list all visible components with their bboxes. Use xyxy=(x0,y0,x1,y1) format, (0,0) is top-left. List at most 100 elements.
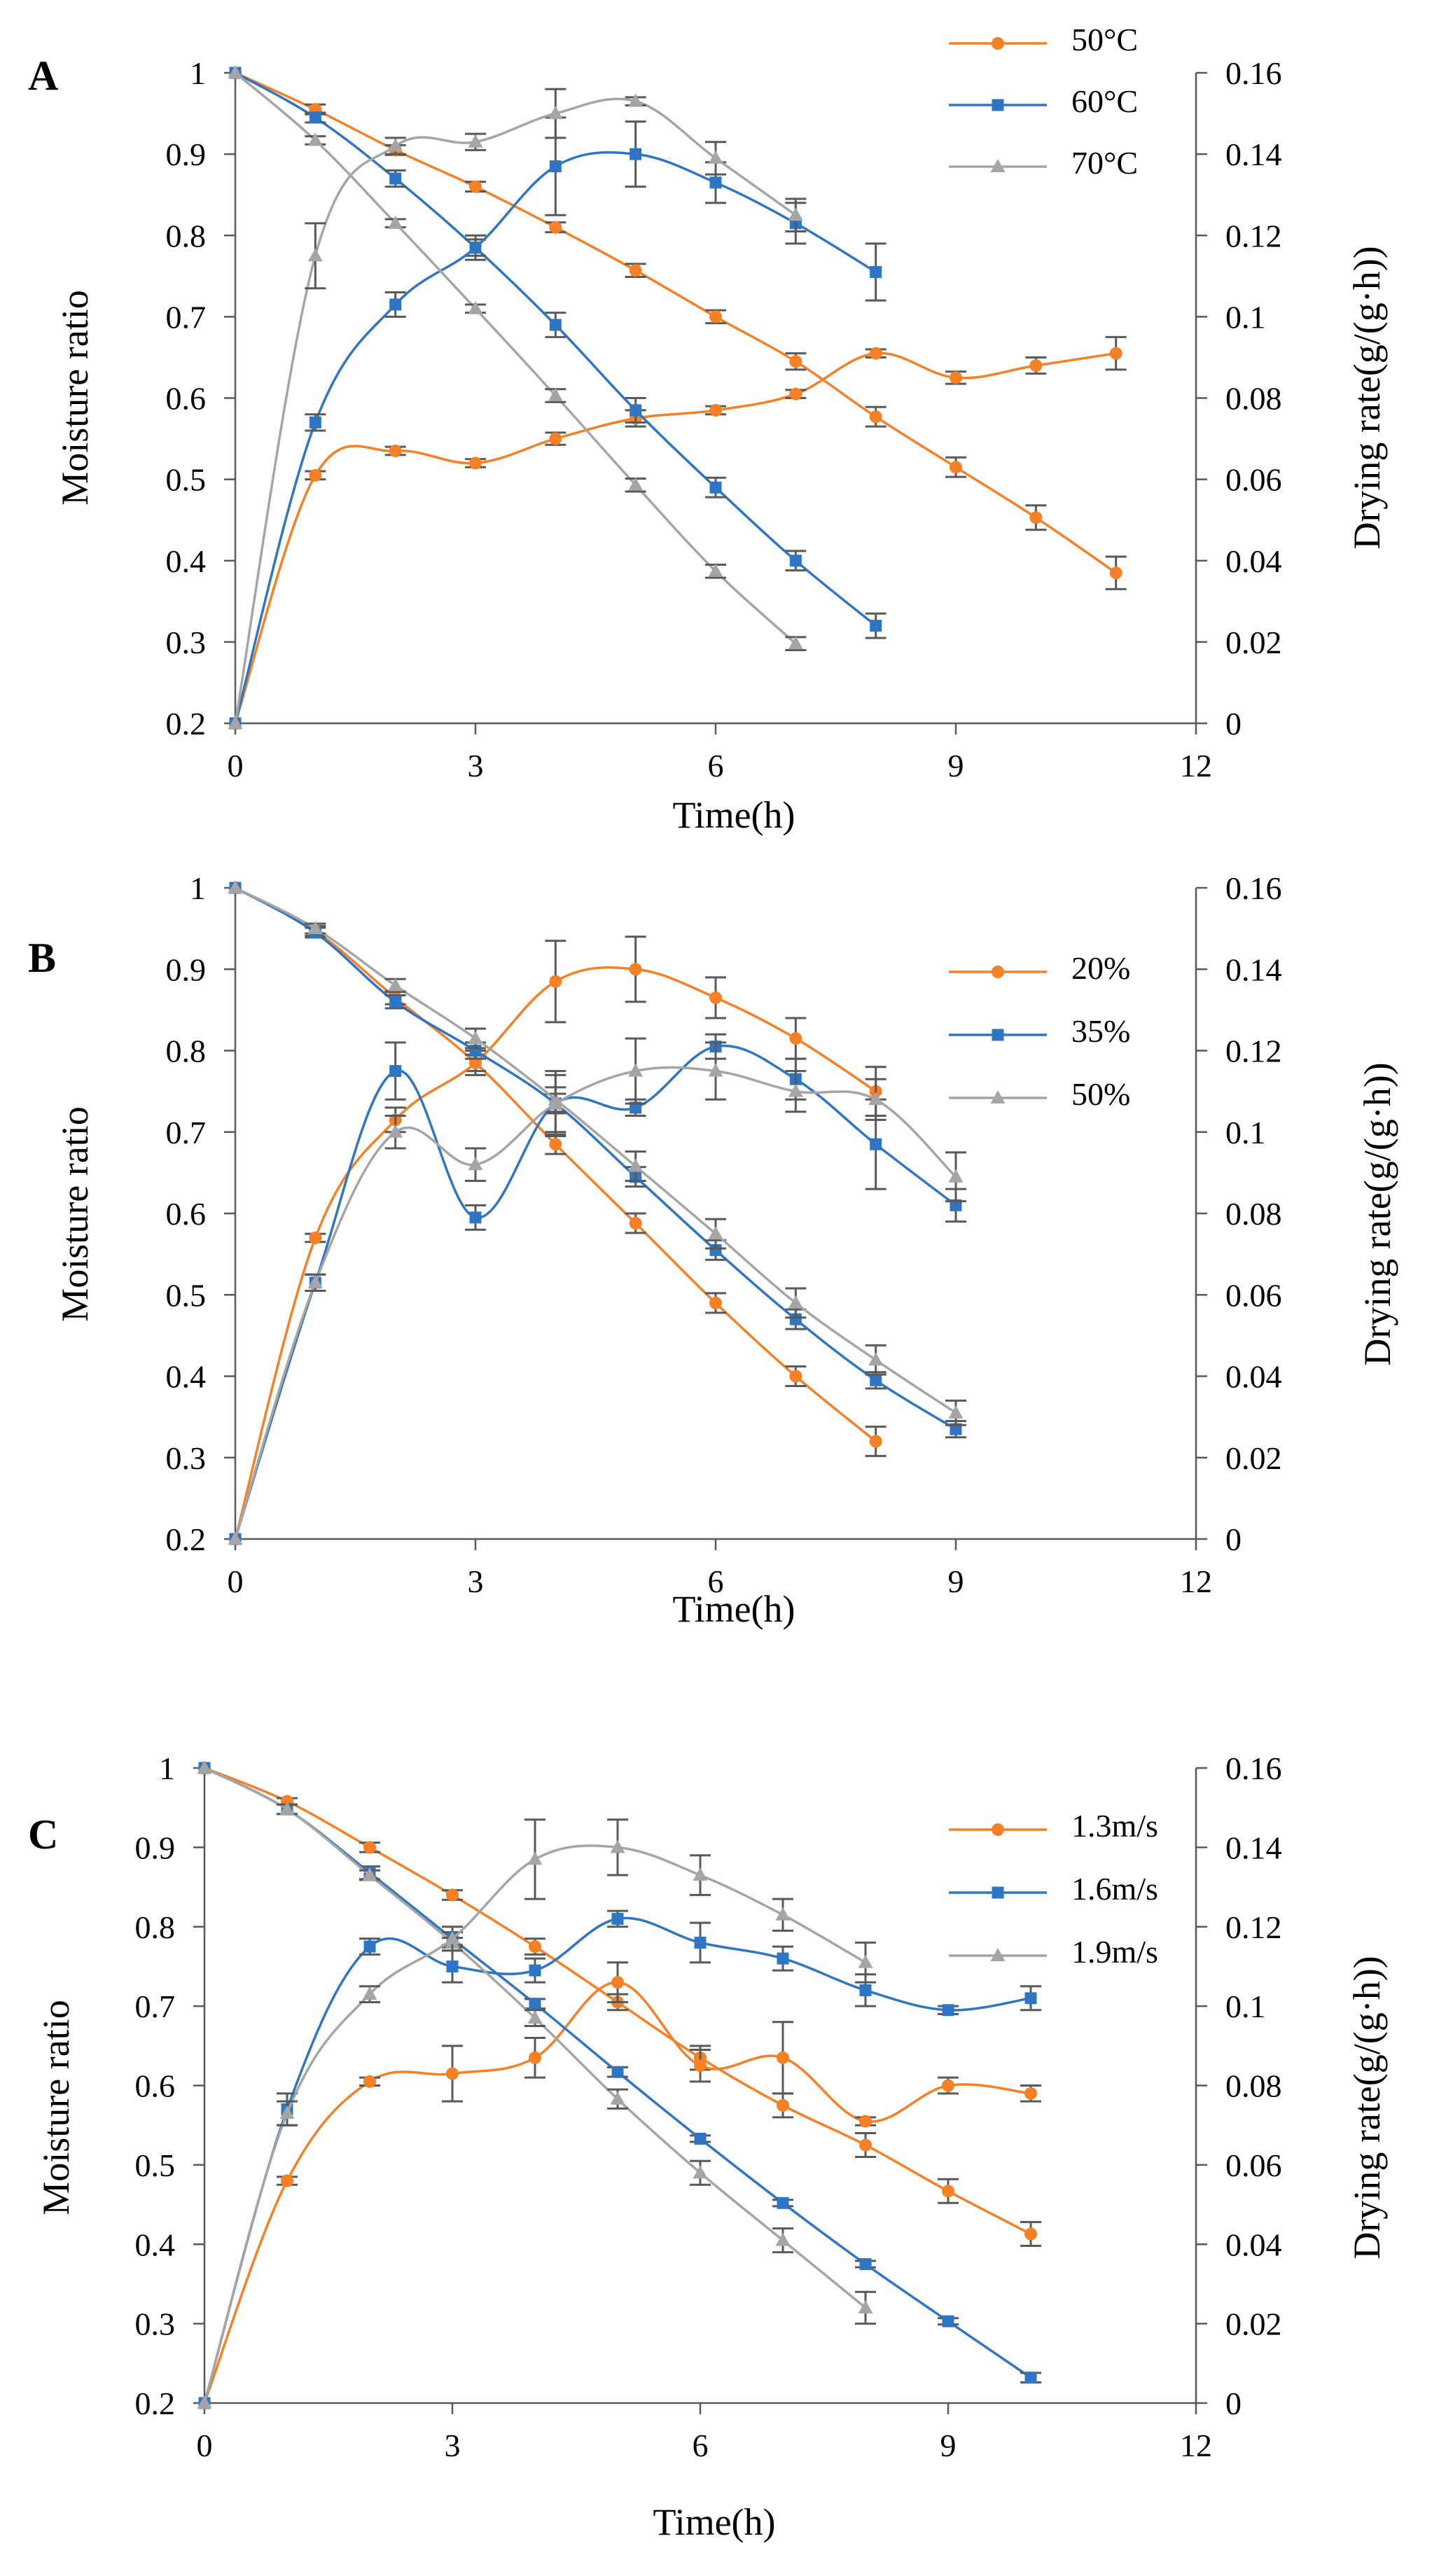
moisture-ratio-point xyxy=(775,2232,791,2246)
drying-rate-point xyxy=(629,963,642,976)
legend-entry-1-3ms: 1.3m/s xyxy=(1071,1808,1158,1844)
drying-rate-point xyxy=(1109,347,1122,360)
panel-c-y2-axis-title: Drying rate(g/(g·h)) xyxy=(1346,1956,1388,2259)
legend-label-1-3ms: 1.3m/s xyxy=(1071,1808,1158,1844)
drying-rate-point xyxy=(388,1124,403,1138)
y2-tick-label: 0.08 xyxy=(1225,1196,1282,1232)
y2-tick-label: 0.06 xyxy=(1225,462,1282,498)
x-tick-label: 0 xyxy=(197,2428,213,2463)
series-3 xyxy=(228,880,966,1545)
panel-a-y-axis-title: Moisture ratio xyxy=(54,290,96,505)
legend-entry-35pct: 35% xyxy=(1071,1013,1130,1049)
x-tick-label: 12 xyxy=(1180,2428,1212,2463)
y-tick-label: 1 xyxy=(159,1750,175,1786)
legend-swatch xyxy=(949,159,1047,172)
drying-rate-point xyxy=(445,1930,460,1944)
panel-b-x-axis-title: Time(h) xyxy=(672,1588,795,1630)
moisture-ratio-point xyxy=(869,1435,882,1448)
moisture-ratio-point xyxy=(628,477,644,491)
moisture-ratio-point xyxy=(869,410,882,424)
moisture-ratio-point xyxy=(942,2315,954,2327)
panel-a-legend: 50°C 60°C 70°C xyxy=(1071,22,1138,181)
moisture-ratio-point xyxy=(468,1031,483,1045)
moisture-ratio-point xyxy=(469,180,482,193)
moisture-ratio-line xyxy=(234,71,797,645)
panel-b: B Moisture ratio Drying rate(g/(g·h)) Ti… xyxy=(28,870,1398,1630)
x-tick-label: 9 xyxy=(948,1564,964,1599)
moisture-ratio-point xyxy=(708,1226,723,1240)
moisture-ratio-point xyxy=(611,2066,624,2078)
drying-rate-line xyxy=(203,1981,1031,2404)
legend-swatch xyxy=(949,1823,1047,1836)
panel-b-y-axis-title: Moisture ratio xyxy=(54,1106,96,1321)
x-tick-label: 9 xyxy=(940,2428,957,2463)
legend-label-70c: 70°C xyxy=(1071,145,1138,181)
moisture-ratio-point xyxy=(228,65,243,78)
legend-label-60c: 60°C xyxy=(1071,83,1138,119)
moisture-ratio-point xyxy=(527,2010,543,2024)
x-tick-label: 0 xyxy=(228,1564,244,1599)
panel-c: C Moisture ratio Drying rate(g/(g·h)) Ti… xyxy=(28,1750,1388,2543)
x-tick-label: 3 xyxy=(468,1564,484,1599)
moisture-ratio-point xyxy=(610,2091,625,2105)
drying-rate-point xyxy=(228,1531,243,1545)
moisture-ratio-point xyxy=(777,2196,789,2209)
moisture-ratio-point xyxy=(1024,2372,1037,2384)
legend-entry-1-9ms: 1.9m/s xyxy=(1071,1934,1158,1970)
y-tick-label: 0.6 xyxy=(135,2068,176,2104)
drying-rate-point xyxy=(777,1952,789,1965)
moisture-ratio-line xyxy=(235,886,957,1414)
drying-rate-point xyxy=(789,1032,802,1045)
panel-a: A Moisture ratio Drying rate(g/(g·h)) Ti… xyxy=(28,22,1388,836)
y2-tick-label: 0.02 xyxy=(1225,625,1282,660)
legend-entry-1-6ms: 1.6m/s xyxy=(1071,1871,1158,1907)
drying-rate-point xyxy=(868,1092,884,1106)
drying-rate-point xyxy=(363,1940,376,1953)
drying-rate-point xyxy=(468,134,483,148)
drying-rate-point xyxy=(870,1138,882,1150)
x-tick-label: 0 xyxy=(228,748,244,784)
x-tick-label: 6 xyxy=(693,2428,709,2463)
drying-rate-point xyxy=(309,468,322,482)
drying-rate-point xyxy=(942,2079,954,2092)
legend-label-35pct: 35% xyxy=(1071,1013,1130,1049)
y-tick-label: 0.3 xyxy=(166,1440,207,1476)
y-tick-label: 0.8 xyxy=(166,1033,207,1069)
drying-rate-point xyxy=(709,991,722,1004)
moisture-ratio-point xyxy=(777,2098,789,2112)
moisture-ratio-point xyxy=(709,1296,722,1309)
y-tick-label: 0.9 xyxy=(135,1830,176,1865)
moisture-ratio-point xyxy=(630,404,642,417)
panel-c-y-axis-title: Moisture ratio xyxy=(35,2000,77,2215)
series-3 xyxy=(228,65,807,729)
legend-label-50pct: 50% xyxy=(1071,1076,1130,1112)
legend-label-1-9ms: 1.9m/s xyxy=(1071,1934,1158,1970)
drying-rate-point xyxy=(469,242,482,254)
drying-rate-point xyxy=(628,1063,644,1077)
moisture-ratio-point xyxy=(388,977,403,991)
drying-rate-point xyxy=(549,432,562,445)
y2-tick-label: 0.08 xyxy=(1225,381,1282,417)
legend-entry-60c: 60°C xyxy=(1071,83,1138,119)
moisture-ratio-point xyxy=(629,264,642,277)
drying-rate-point xyxy=(777,2051,789,2064)
y-tick-label: 0.5 xyxy=(135,2147,176,2183)
y2-tick-label: 0.04 xyxy=(1225,2227,1282,2262)
legend-swatch-marker xyxy=(992,1886,1004,1899)
drying-rate-point xyxy=(363,2075,376,2088)
moisture-ratio-point xyxy=(870,620,882,632)
moisture-ratio-point xyxy=(307,921,323,935)
moisture-ratio-point xyxy=(468,300,483,314)
y2-tick-label: 0 xyxy=(1225,1522,1242,1557)
moisture-ratio-point xyxy=(693,2165,708,2179)
y-tick-label: 0.3 xyxy=(166,625,207,660)
drying-rate-point xyxy=(279,2105,295,2119)
y-tick-label: 0.9 xyxy=(166,137,207,172)
legend-entry-70c: 70°C xyxy=(1071,145,1138,181)
drying-rate-point xyxy=(362,1986,377,2000)
plot-area: 0.2 0.3 0.4 0.5 0.6 0.7 0.8 0.9 1 0 0.02 0.04 0.06 0.… xyxy=(135,1750,1282,2463)
panel-a-x-axis-title: Time(h) xyxy=(672,794,795,836)
legend-swatch-marker xyxy=(992,1029,1004,1041)
y2-tick-label: 0.04 xyxy=(1225,543,1282,579)
moisture-ratio-point xyxy=(549,319,562,331)
